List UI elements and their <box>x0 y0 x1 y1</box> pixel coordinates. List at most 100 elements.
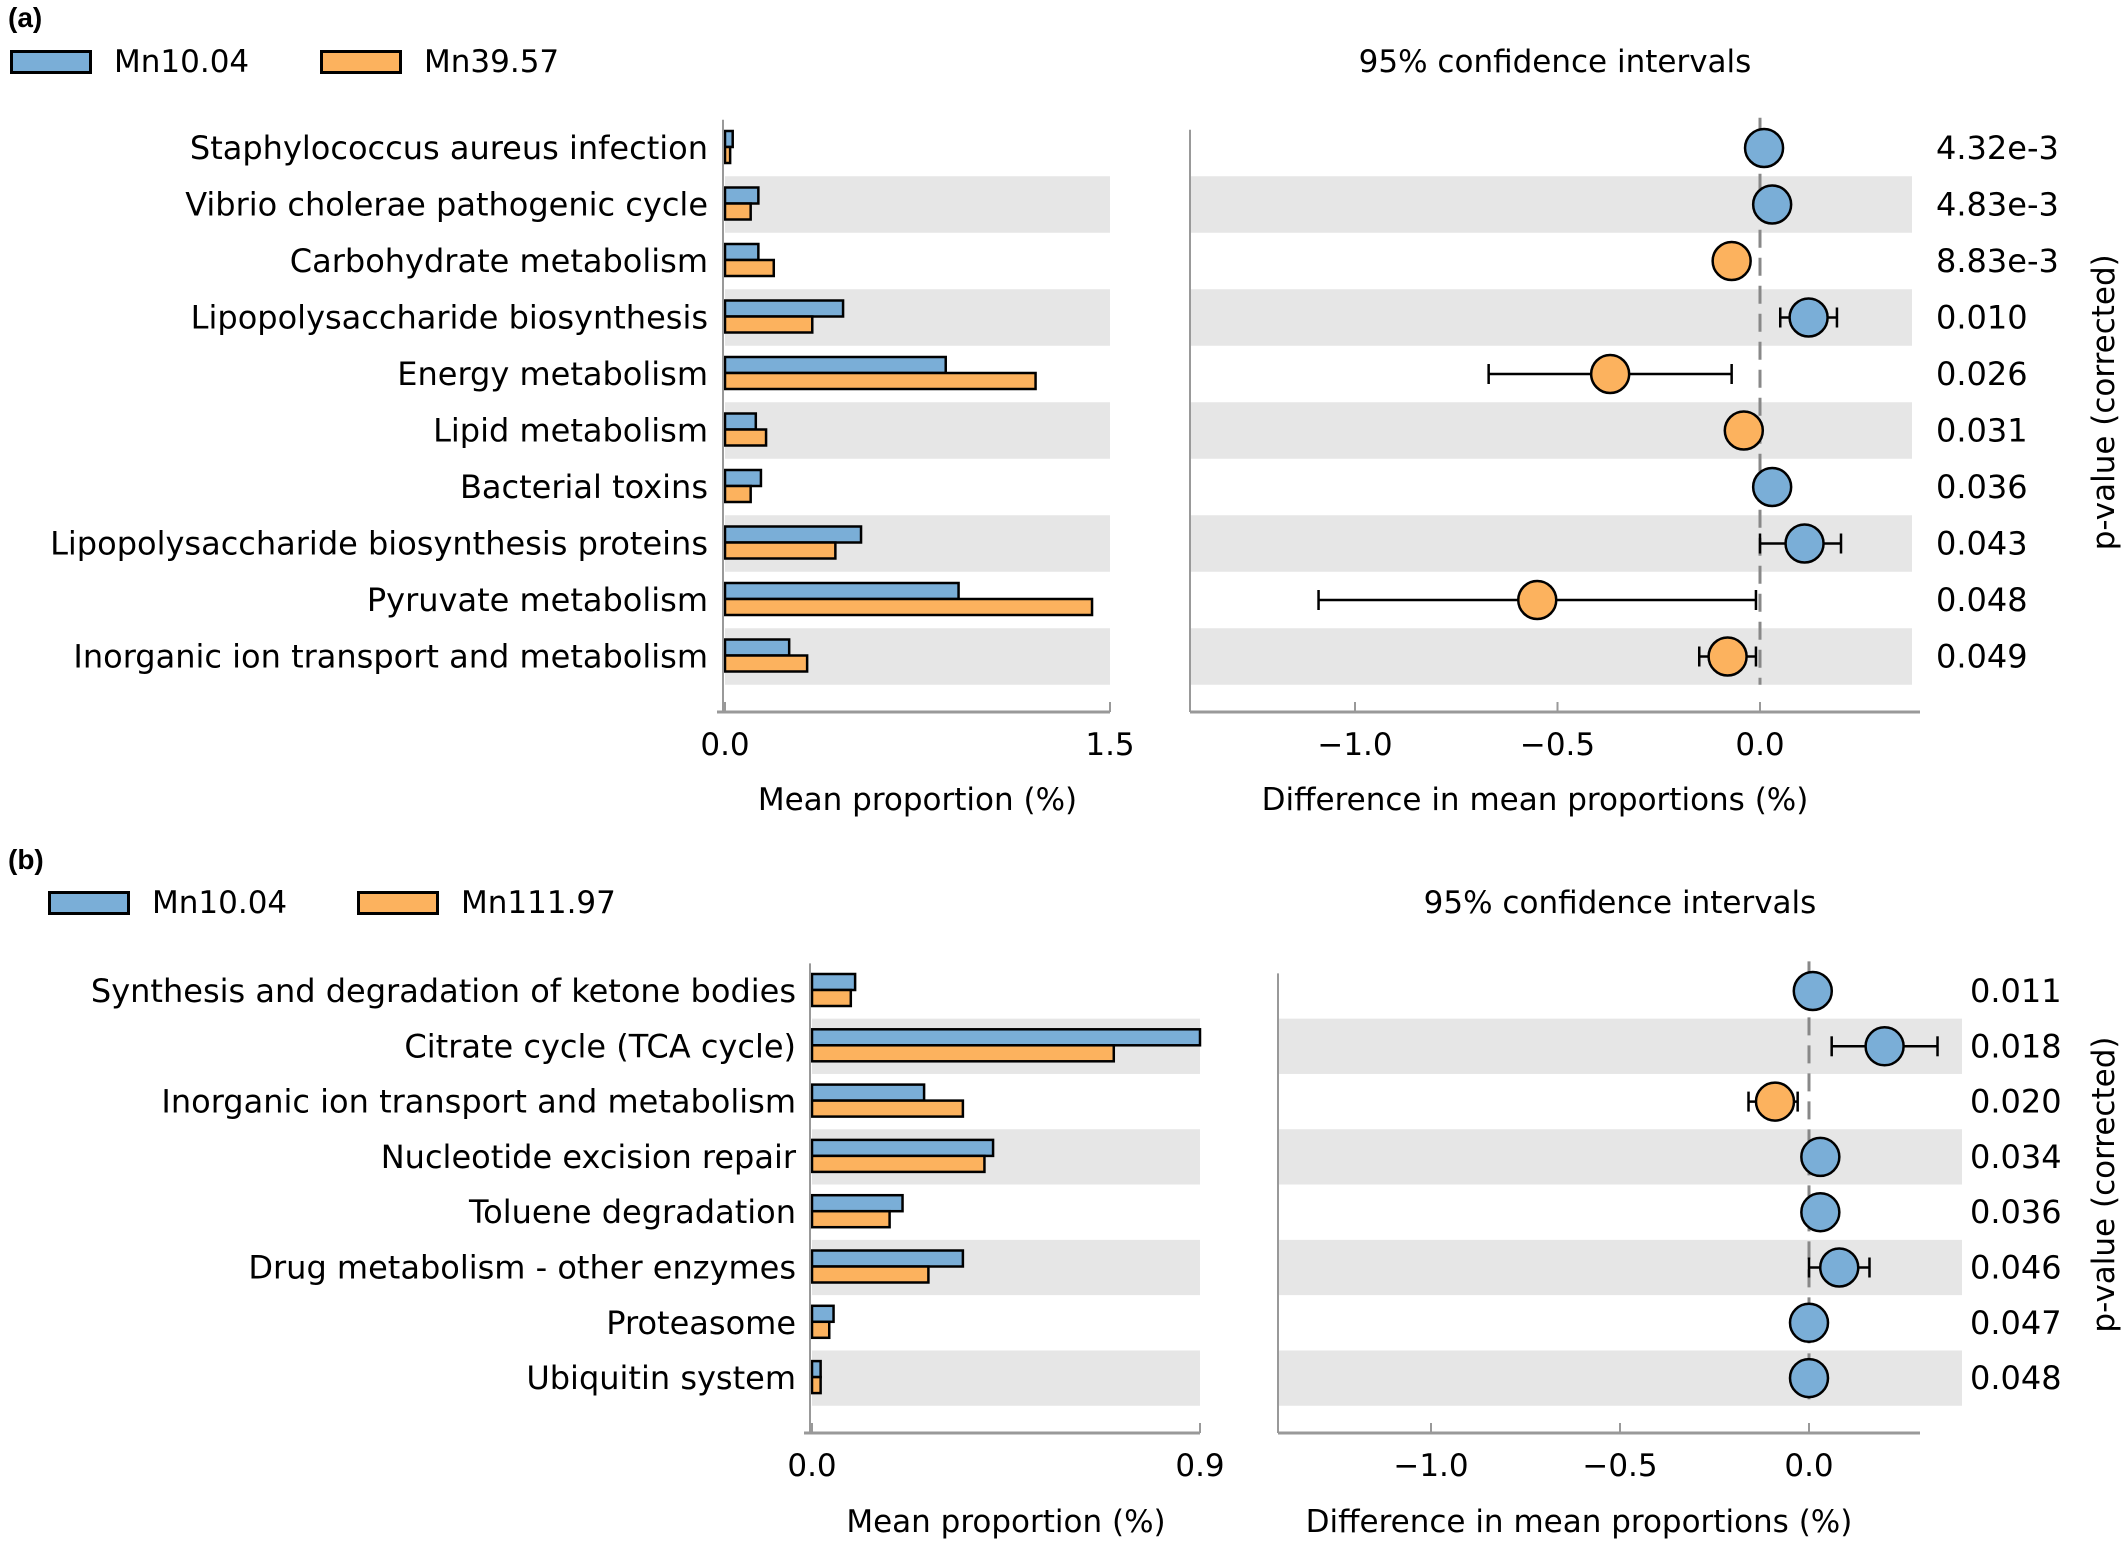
category-label: Lipid metabolism <box>433 412 708 450</box>
ci-point <box>1707 636 1748 677</box>
bar-group1 <box>723 638 791 657</box>
ci-point <box>1800 1191 1841 1233</box>
bar-tick-label: 0.0 <box>700 727 749 763</box>
category-label: Staphylococcus aureus infection <box>190 129 708 167</box>
bar-group1 <box>810 1083 926 1102</box>
category-label: Proteasome <box>606 1304 796 1342</box>
bar-group2 <box>810 1044 1116 1063</box>
ci-point <box>1792 970 1834 1012</box>
category-label: Ubiquitin system <box>526 1359 796 1397</box>
ci-tick-label: −0.5 <box>1582 1448 1657 1484</box>
ci-point <box>1784 523 1825 564</box>
p-value-label: 4.32e-3 <box>1936 129 2059 167</box>
ci-point <box>1751 466 1793 508</box>
bar-group2 <box>810 1265 930 1284</box>
category-label: Bacterial toxins <box>460 468 708 506</box>
panel-a-legend-group1: Mn10.04 <box>10 44 249 80</box>
bar-group1 <box>723 129 734 149</box>
ci-panel-band <box>1190 176 1912 233</box>
panel-b-legend-group2: Mn111.97 <box>357 885 616 921</box>
category-label: Lipopolysaccharide biosynthesis <box>191 299 708 337</box>
bar-group2 <box>723 484 752 504</box>
ci-axis-title: Difference in mean proportions (%) <box>1306 1504 1853 1540</box>
ci-tick-label: 0.0 <box>1784 1448 1833 1484</box>
legend-label: Mn111.97 <box>461 885 616 921</box>
p-value-axis-title: p-value (corrected) <box>2086 1037 2122 1333</box>
category-label: Lipopolysaccharide biosynthesis proteins <box>50 525 708 563</box>
panel-a-legend-group2: Mn39.57 <box>320 44 559 80</box>
bar-group2 <box>723 541 837 560</box>
bar-group1 <box>810 1138 995 1158</box>
ci-point <box>1754 1081 1796 1122</box>
category-label: Inorganic ion transport and metabolism <box>161 1083 796 1121</box>
p-value-label: 0.031 <box>1936 412 2028 450</box>
ci-tick-label: −1.0 <box>1317 727 1392 763</box>
bar-group1 <box>723 581 960 601</box>
category-label: Vibrio cholerae pathogenic cycle <box>185 186 708 224</box>
ci-point <box>1711 240 1752 282</box>
panel-a-ci-title: 95% confidence intervals <box>1358 44 1752 80</box>
p-value-label: 0.034 <box>1970 1138 2062 1176</box>
bar-group2 <box>723 258 776 278</box>
bar-axis-title: Mean proportion (%) <box>758 782 1077 818</box>
p-value-label: 0.048 <box>1970 1359 2062 1397</box>
category-label: Nucleotide excision repair <box>381 1138 797 1176</box>
ci-point <box>1788 1357 1830 1399</box>
bar-group2 <box>723 371 1037 391</box>
category-label: Inorganic ion transport and metabolism <box>73 638 708 676</box>
p-value-label: 0.049 <box>1936 638 2028 676</box>
p-value-label: 4.83e-3 <box>1936 186 2059 224</box>
ci-tick-label: 0.0 <box>1735 727 1784 763</box>
p-value-label: 0.043 <box>1936 525 2028 563</box>
p-value-axis-title: p-value (corrected) <box>2086 254 2122 550</box>
bar-group1 <box>723 412 758 431</box>
legend-label: Mn10.04 <box>152 885 288 921</box>
category-label: Carbohydrate metabolism <box>290 242 708 280</box>
p-value-label: 0.047 <box>1970 1304 2062 1342</box>
panel-a-letter: (a) <box>8 2 43 33</box>
category-label: Drug metabolism - other enzymes <box>248 1249 796 1287</box>
bar-axis-title: Mean proportion (%) <box>846 1504 1165 1540</box>
bar-panel-band <box>812 1350 1200 1406</box>
p-value-label: 0.010 <box>1936 299 2028 337</box>
bar-group1 <box>723 525 863 544</box>
bar-panel-band <box>725 402 1110 459</box>
bar-tick-label: 1.5 <box>1085 727 1134 763</box>
bar-group1 <box>810 1359 822 1379</box>
bar-group1 <box>810 1028 1202 1047</box>
legend-label: Mn39.57 <box>424 44 560 80</box>
bar-group1 <box>810 1249 965 1268</box>
legend-label: Mn10.04 <box>114 44 250 80</box>
p-value-label: 0.020 <box>1970 1083 2062 1121</box>
panel-b-letter: (b) <box>8 844 44 875</box>
p-value-label: 0.036 <box>1970 1193 2062 1231</box>
ci-tick-label: −1.0 <box>1393 1448 1468 1484</box>
bar-group1 <box>723 468 763 488</box>
bar-group2 <box>723 145 732 165</box>
bar-group2 <box>723 654 809 673</box>
ci-tick-label: −0.5 <box>1520 727 1595 763</box>
bar-group2 <box>810 1209 891 1229</box>
bar-group2 <box>723 202 752 221</box>
p-value-label: 0.046 <box>1970 1249 2062 1287</box>
legend-swatch-icon <box>320 50 402 74</box>
bar-group1 <box>810 1193 904 1213</box>
p-value-label: 0.048 <box>1936 581 2028 619</box>
panel-b-ci-title: 95% confidence intervals <box>1423 885 1817 921</box>
bar-group2 <box>810 988 853 1008</box>
ci-panel-band <box>1278 1129 1962 1185</box>
bar-group2 <box>810 1154 986 1174</box>
category-label: Synthesis and degradation of ketone bodi… <box>91 972 796 1010</box>
bar-tick-label: 0.9 <box>1175 1448 1224 1484</box>
ci-point <box>1723 410 1765 451</box>
bar-group2 <box>723 428 768 447</box>
ci-point <box>1800 1136 1841 1178</box>
ci-point <box>1864 1026 1905 1067</box>
ci-axis-title: Difference in mean proportions (%) <box>1262 782 1809 818</box>
bar-group2 <box>723 315 814 334</box>
bar-panel-band <box>725 176 1110 233</box>
category-label: Toluene degradation <box>468 1193 796 1231</box>
legend-swatch-icon <box>48 891 130 915</box>
bar-group2 <box>810 1099 965 1118</box>
ci-point <box>1589 353 1631 395</box>
